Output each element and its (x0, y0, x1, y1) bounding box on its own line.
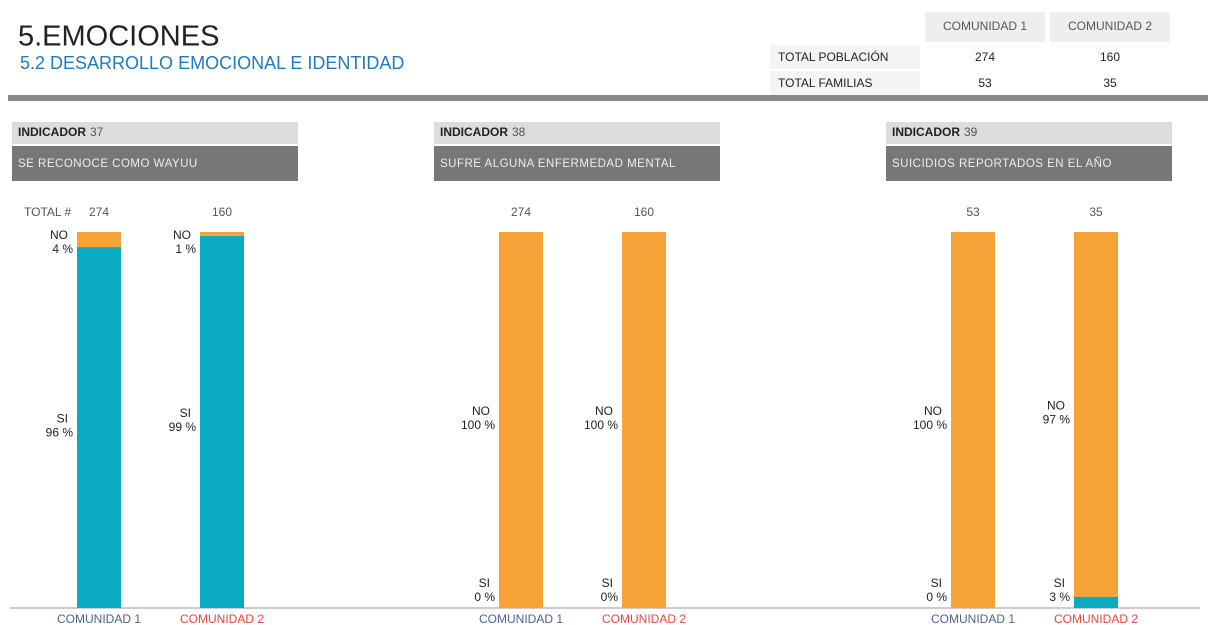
column-header-cell (925, 12, 1045, 42)
segment-name: SI (931, 576, 942, 590)
total-value: 160 (212, 205, 232, 219)
row-value: 35 (1103, 76, 1117, 90)
row-label: TOTAL FAMILIAS (778, 76, 872, 90)
segment-label: 4 % (52, 242, 73, 256)
segment-name: NO (50, 228, 68, 242)
row-value: 160 (1100, 50, 1120, 64)
bar-segment (499, 232, 543, 608)
row-label: TOTAL POBLACIÓN (778, 49, 888, 64)
indicator-label: INDICADOR (18, 125, 86, 139)
category-label: COMUNIDAD 1 (479, 612, 563, 625)
segment-name: SI (602, 576, 613, 590)
bar-segment (77, 247, 121, 609)
segment-label: 1 % (175, 242, 196, 256)
row-label-cell (770, 71, 920, 95)
bar-segment (622, 232, 666, 608)
category-label: COMUNIDAD 2 (180, 612, 264, 625)
indicator-title-wrap: SUICIDIOS REPORTADOS EN EL AÑO (892, 157, 1112, 170)
indicator-header (12, 122, 298, 144)
indicator-title: SE RECONOCE COMO WAYUU (18, 157, 198, 170)
row-value: 274 (975, 50, 995, 64)
bar-segment (200, 235, 244, 608)
divider (8, 95, 1208, 101)
total-value: 53 (966, 205, 980, 219)
column-header-cell (1050, 12, 1170, 42)
indicator-header (886, 122, 1172, 144)
category-label: COMUNIDAD 1 (931, 612, 1015, 625)
indicator-title: SUFRE ALGUNA ENFERMEDAD MENTAL (440, 157, 676, 170)
indicator-label: INDICADOR (892, 125, 960, 139)
segment-label: 100 % (913, 418, 947, 432)
indicator-title: SUICIDIOS REPORTADOS EN EL AÑO (892, 157, 1112, 170)
column-header: COMUNIDAD 1 (943, 19, 1027, 33)
page-subtitle: 5.2 DESARROLLO EMOCIONAL E IDENTIDAD (20, 53, 404, 73)
total-label: TOTAL # (24, 205, 71, 219)
indicator-number: 39 (964, 125, 978, 139)
indicator-label: INDICADOR (440, 125, 508, 139)
segment-name: SI (180, 406, 191, 420)
column-header: COMUNIDAD 2 (1068, 19, 1152, 33)
row-value: 53 (978, 76, 992, 90)
bar-segment (1074, 596, 1118, 608)
category-label: COMUNIDAD 1 (57, 612, 141, 625)
segment-label: 99 % (169, 420, 197, 434)
segment-label: 0 % (474, 590, 495, 604)
category-label: COMUNIDAD 2 (1054, 612, 1138, 625)
bar-segment (200, 232, 244, 236)
indicator-number: 37 (90, 125, 104, 139)
row-label-cell (770, 45, 920, 69)
indicator-title-box (886, 146, 1172, 181)
segment-name: NO (595, 404, 613, 418)
segment-label: 96 % (46, 426, 74, 440)
indicator-header (434, 122, 720, 144)
indicator-number: 38 (512, 125, 526, 139)
segment-label: 97 % (1043, 413, 1071, 427)
indicator-title-box (12, 146, 298, 181)
segment-name: NO (1047, 399, 1065, 413)
total-value: 35 (1089, 205, 1103, 219)
total-value: 274 (89, 205, 109, 219)
indicator-title-box (434, 146, 720, 181)
segment-label: 3 % (1049, 590, 1070, 604)
segment-label: 100 % (584, 418, 618, 432)
indicator-title-wrap: SE RECONOCE COMO WAYUU (18, 157, 198, 170)
segment-name: NO (924, 404, 942, 418)
segment-label: 0% (601, 590, 619, 604)
indicator-title-wrap: SUFRE ALGUNA ENFERMEDAD MENTAL (440, 157, 676, 170)
category-label: COMUNIDAD 2 (602, 612, 686, 625)
segment-name: SI (57, 412, 68, 426)
bar-segment (1074, 232, 1118, 597)
segment-name: NO (472, 404, 490, 418)
bar-segment (77, 232, 121, 248)
segment-label: 0 % (926, 590, 947, 604)
segment-name: SI (479, 576, 490, 590)
segment-label: 100 % (461, 418, 495, 432)
segment-name: NO (173, 228, 191, 242)
segment-name: SI (1054, 576, 1065, 590)
bar-segment (951, 232, 995, 608)
total-value: 274 (511, 205, 531, 219)
total-value: 160 (634, 205, 654, 219)
page-title: 5.EMOCIONES (18, 21, 219, 53)
